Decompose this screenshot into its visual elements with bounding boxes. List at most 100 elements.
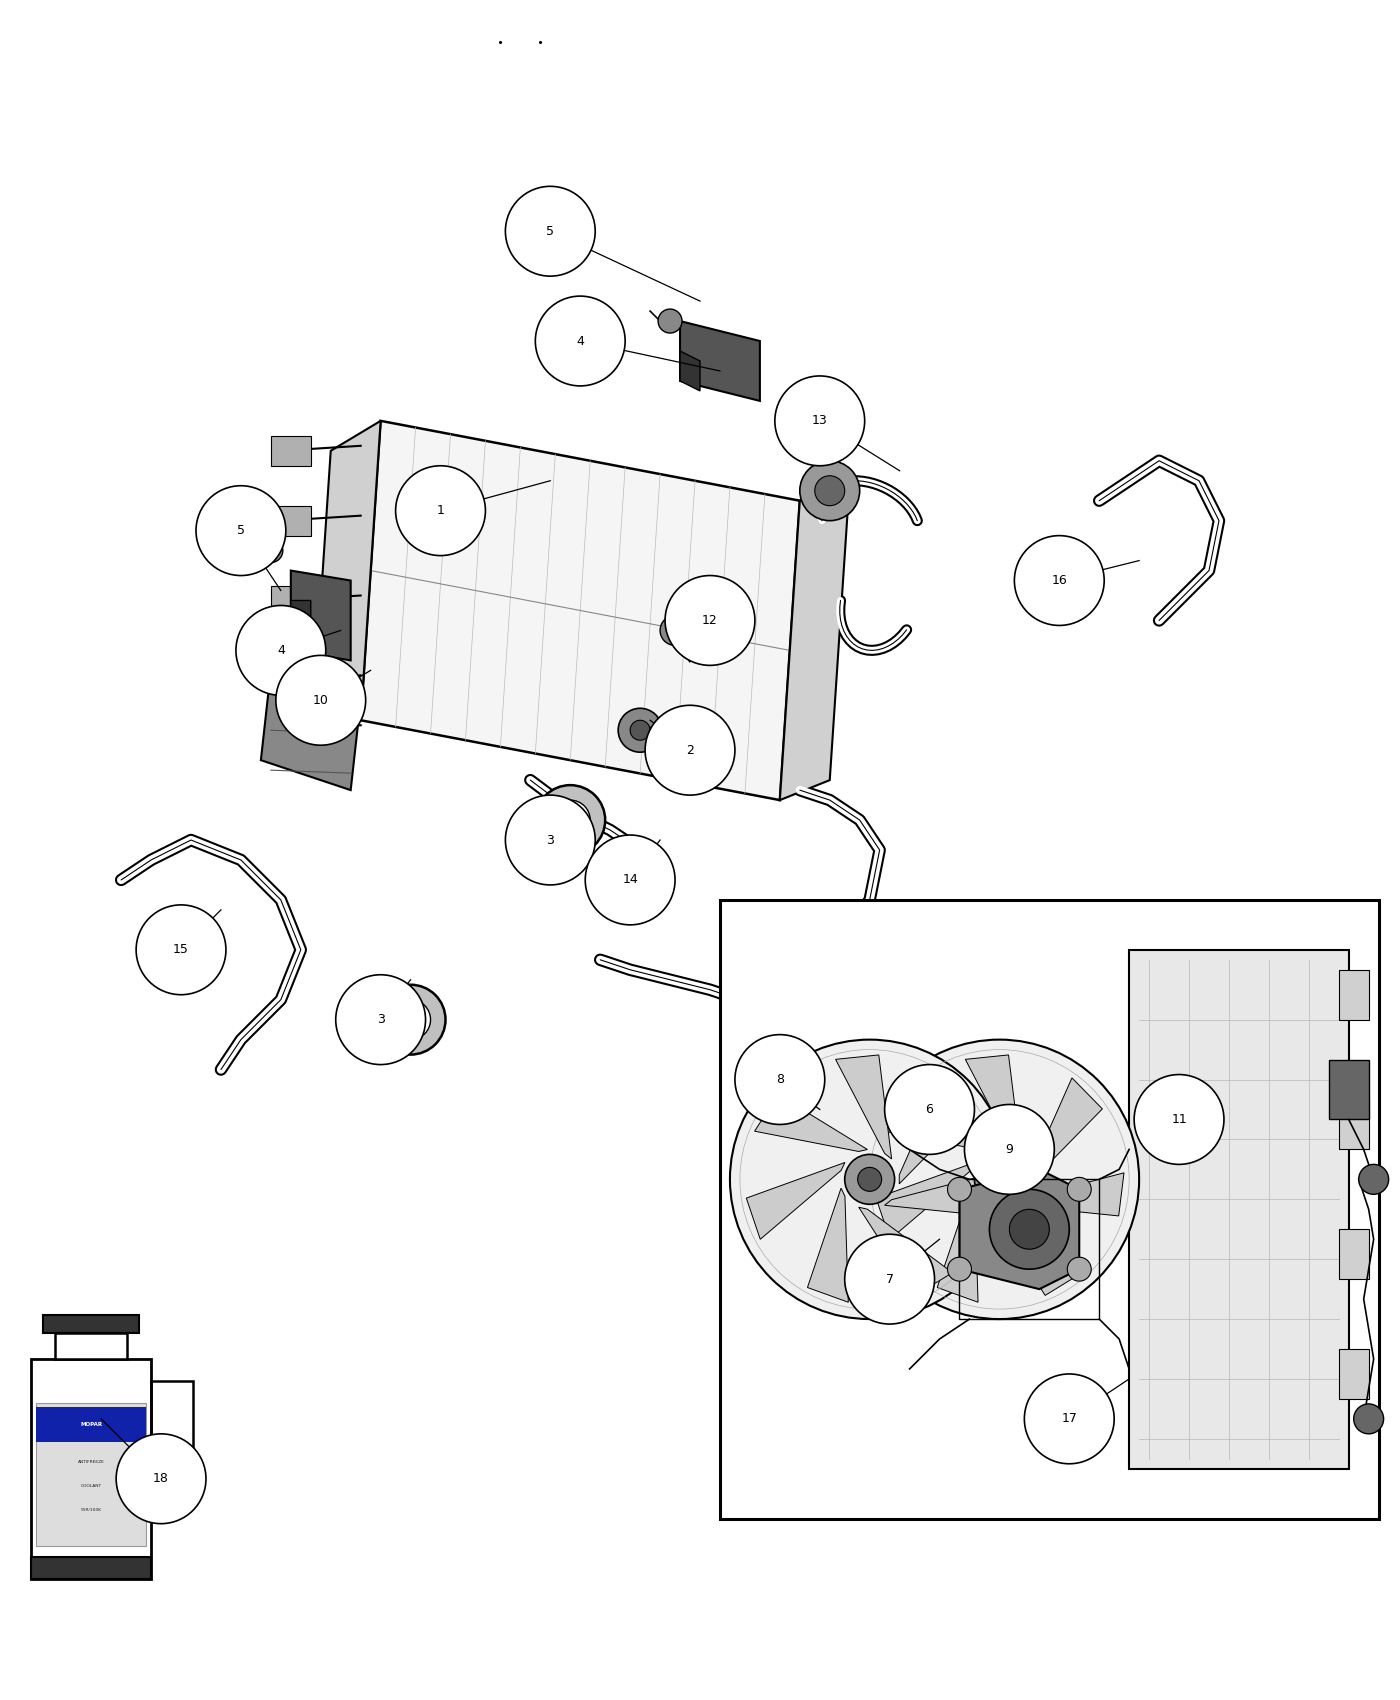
Text: 16: 16: [1051, 575, 1067, 586]
Text: 5: 5: [546, 224, 554, 238]
Polygon shape: [959, 1170, 1079, 1289]
Text: COOLANT: COOLANT: [81, 1484, 102, 1488]
Circle shape: [237, 605, 326, 695]
Polygon shape: [361, 422, 799, 801]
Polygon shape: [858, 1207, 952, 1295]
Circle shape: [505, 796, 595, 886]
Polygon shape: [746, 1163, 846, 1239]
Text: 5: 5: [237, 524, 245, 537]
Bar: [270, 505, 311, 536]
Circle shape: [196, 486, 286, 576]
Bar: [959, 1180, 1099, 1319]
Text: 5YR/100K: 5YR/100K: [81, 1508, 102, 1513]
Polygon shape: [680, 321, 760, 401]
Text: 18: 18: [153, 1472, 169, 1486]
Polygon shape: [1029, 1078, 1102, 1183]
Polygon shape: [966, 1056, 1022, 1159]
Text: 6: 6: [925, 1103, 934, 1115]
Bar: [1338, 1350, 1369, 1399]
Polygon shape: [291, 600, 311, 641]
Circle shape: [630, 721, 650, 740]
Circle shape: [645, 706, 735, 796]
Polygon shape: [885, 1095, 997, 1151]
Bar: [31, 1358, 151, 1579]
Text: 4: 4: [577, 335, 584, 347]
Bar: [1329, 1059, 1369, 1120]
Text: 11: 11: [1172, 1114, 1187, 1125]
Text: 3: 3: [377, 1013, 385, 1027]
Text: 3: 3: [546, 833, 554, 847]
Polygon shape: [808, 1188, 848, 1302]
Bar: [270, 665, 311, 695]
Circle shape: [396, 466, 486, 556]
Bar: [31, 1557, 151, 1579]
Circle shape: [1009, 1209, 1050, 1250]
Text: 2: 2: [686, 743, 694, 756]
Circle shape: [665, 576, 755, 665]
Circle shape: [1358, 1164, 1389, 1195]
Text: ANTIFREEZE: ANTIFREEZE: [78, 1460, 105, 1464]
Text: 9: 9: [1005, 1142, 1014, 1156]
Circle shape: [860, 1040, 1140, 1319]
Circle shape: [729, 1040, 1009, 1319]
Bar: [1130, 950, 1348, 1469]
Text: 8: 8: [776, 1073, 784, 1086]
Bar: [43, 1316, 139, 1333]
Circle shape: [276, 656, 365, 745]
Circle shape: [1067, 1178, 1091, 1202]
Bar: [270, 435, 311, 466]
Bar: [720, 899, 1379, 1518]
Bar: [1338, 969, 1369, 1020]
Circle shape: [885, 1064, 974, 1154]
Bar: [1338, 1100, 1369, 1149]
Polygon shape: [937, 1188, 979, 1302]
Circle shape: [844, 1234, 935, 1324]
Bar: [36, 1408, 146, 1442]
Circle shape: [948, 1178, 972, 1202]
Polygon shape: [291, 571, 350, 660]
Polygon shape: [311, 422, 381, 750]
Circle shape: [535, 296, 626, 386]
Circle shape: [774, 376, 865, 466]
Circle shape: [585, 835, 675, 925]
Polygon shape: [260, 670, 361, 791]
Circle shape: [974, 1154, 1025, 1204]
Circle shape: [535, 785, 605, 855]
Bar: [151, 1380, 193, 1447]
Text: 12: 12: [703, 614, 718, 627]
Circle shape: [965, 1105, 1054, 1195]
Text: 7: 7: [886, 1273, 893, 1285]
Circle shape: [391, 1000, 431, 1040]
Circle shape: [116, 1433, 206, 1523]
Circle shape: [735, 1035, 825, 1124]
Polygon shape: [899, 1078, 973, 1183]
Polygon shape: [680, 350, 700, 391]
Polygon shape: [780, 481, 850, 801]
Circle shape: [1067, 1258, 1091, 1282]
Bar: [36, 1402, 146, 1545]
Bar: [270, 585, 311, 615]
Bar: [270, 716, 311, 745]
Circle shape: [844, 1154, 895, 1204]
Polygon shape: [836, 1056, 892, 1159]
Text: 14: 14: [622, 874, 638, 886]
Circle shape: [1354, 1404, 1383, 1433]
Text: 15: 15: [174, 944, 189, 957]
Bar: [55, 1333, 127, 1358]
Circle shape: [1015, 536, 1105, 626]
Circle shape: [815, 476, 844, 505]
Text: MOPAR: MOPAR: [80, 1423, 102, 1428]
Circle shape: [987, 1168, 1011, 1192]
Circle shape: [136, 904, 225, 994]
Circle shape: [658, 309, 682, 333]
Circle shape: [1025, 1374, 1114, 1464]
Circle shape: [336, 974, 426, 1064]
Bar: [1338, 1229, 1369, 1278]
Polygon shape: [1015, 1173, 1124, 1216]
Circle shape: [990, 1190, 1070, 1270]
Polygon shape: [885, 1173, 994, 1216]
Polygon shape: [876, 1163, 974, 1239]
Circle shape: [259, 539, 283, 563]
Circle shape: [948, 1258, 972, 1282]
Circle shape: [550, 801, 591, 840]
